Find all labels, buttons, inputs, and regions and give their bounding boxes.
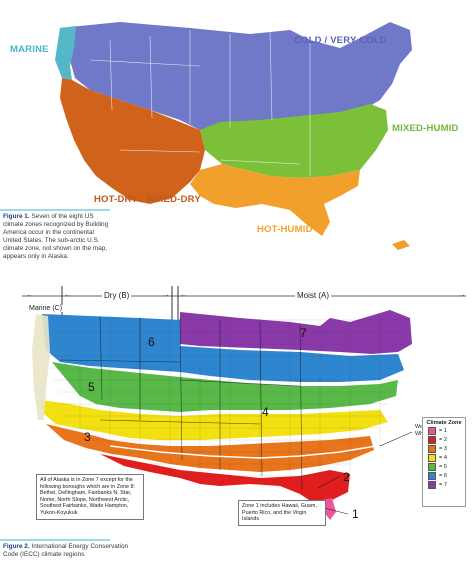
legend-swatch (428, 471, 436, 480)
zone1-note: Zone 1 includes Hawaii, Guam, Puerto Ric… (238, 500, 326, 526)
legend-item: = 1 (423, 426, 465, 435)
label-cold: COLD / VERY COLD (294, 35, 387, 46)
region-hot-dry (60, 78, 205, 204)
arrow-dry-right: → (162, 290, 170, 299)
alaska-note: All of Alaska is in Zone 7 except for th… (36, 474, 144, 520)
legend-label: = 3 (439, 445, 447, 452)
region-cold (60, 22, 412, 130)
figure1-caption: Figure 1. Seven of the eight US climate … (3, 213, 111, 261)
legend-label: = 4 (439, 454, 447, 461)
label-marine: MARINE (10, 44, 49, 55)
figure1-caption-text: Seven of the eight US climate zones reco… (3, 213, 109, 260)
figure1-caption-label: Figure 1. (3, 213, 30, 220)
climate-zone-legend: Climate Zone = 1 = 2 = 3 = 4 = 5 = 6 = 7 (422, 417, 466, 507)
region-hot-humid (190, 164, 360, 236)
label-hot-dry: HOT-DRY / MIXED-DRY (94, 194, 201, 205)
legend-swatch (428, 435, 436, 444)
arrow-moist-left: ← (180, 290, 188, 299)
legend-label: = 1 (439, 427, 447, 434)
header-moist: Moist (A) (295, 291, 331, 300)
zone-5-region (52, 362, 398, 412)
legend-label: = 7 (439, 481, 447, 488)
legend-item: = 3 (423, 444, 465, 453)
puerto-rico-island (392, 240, 410, 250)
arrow-left-marine: ← (26, 290, 34, 299)
figure2-caption: Figure 2. International Energy Conservat… (3, 543, 133, 559)
legend-swatch (428, 426, 436, 435)
header-marine: Marine (C) (28, 305, 64, 312)
figure2-caption-text: International Energy Conservation Code (… (3, 543, 129, 558)
zone-3-region (46, 424, 374, 472)
legend-label: = 2 (439, 436, 447, 443)
header-dry: Dry (B) (102, 291, 132, 300)
legend-item: = 5 (423, 462, 465, 471)
legend-label: = 5 (439, 463, 447, 470)
legend-title: Climate Zone (426, 420, 462, 426)
figure2-caption-label: Figure 2. (3, 543, 30, 550)
zone-number-2: 2 (343, 470, 350, 484)
legend-item: = 2 (423, 435, 465, 444)
label-mixed-humid: MIXED-HUMID (392, 123, 459, 134)
legend-swatch (428, 453, 436, 462)
zone-number-1: 1 (352, 507, 359, 521)
arrow-moist-right: → (458, 290, 466, 299)
legend-swatch (428, 480, 436, 489)
zone-2-region (100, 454, 350, 512)
legend-label: = 6 (439, 472, 447, 479)
legend-item: = 4 (423, 453, 465, 462)
zone-7-region (180, 310, 412, 354)
legend-item: = 7 (423, 480, 465, 489)
legend-swatch (428, 462, 436, 471)
zone-number-6: 6 (148, 335, 155, 349)
zone-number-3: 3 (84, 430, 91, 444)
legend-swatch (428, 444, 436, 453)
zone-6-region (42, 314, 404, 382)
zone-marine-strip (32, 314, 50, 420)
region-marine (55, 26, 76, 80)
region-mixed-humid (200, 104, 388, 178)
zone-number-7: 7 (300, 326, 307, 340)
zone-number-5: 5 (88, 380, 95, 394)
zone-number-4: 4 (262, 405, 269, 419)
label-hot-humid: HOT-HUMID (257, 224, 313, 235)
legend-item: = 6 (423, 471, 465, 480)
arrow-dry-left: ← (64, 290, 72, 299)
